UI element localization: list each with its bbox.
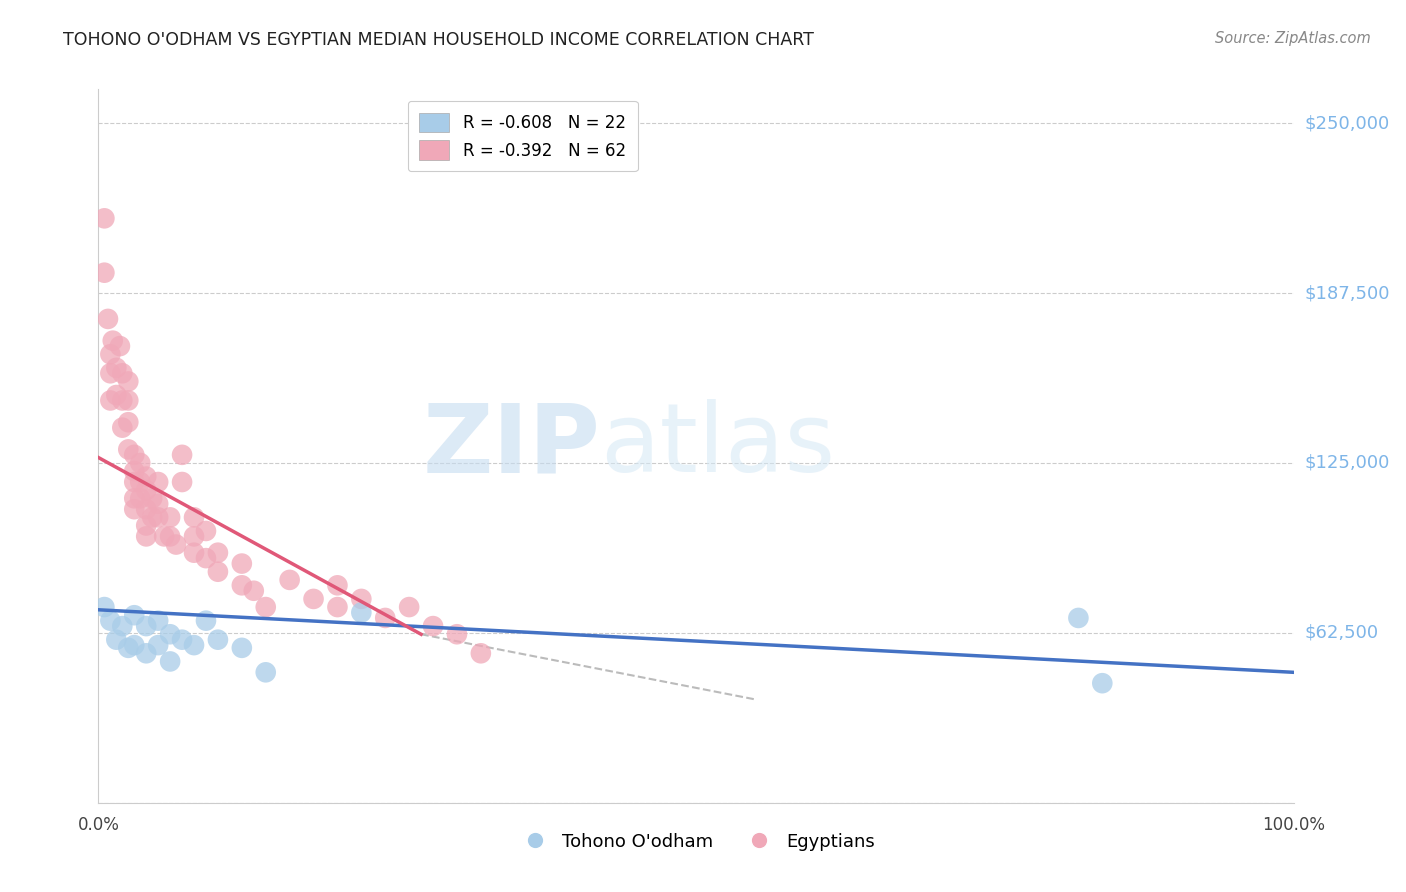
Text: ZIP: ZIP [422,400,600,492]
Point [183,510,205,524]
Point [326,578,349,592]
Point [117,442,139,457]
Point [172,448,194,462]
Point [1091,676,1114,690]
Point [101,334,124,348]
Point [350,591,373,606]
Point [153,529,176,543]
Point [195,614,218,628]
Point [135,529,157,543]
Point [111,393,134,408]
Point [231,578,253,592]
Point [98,347,122,361]
Point [135,469,157,483]
Point [1067,611,1090,625]
Text: Source: ZipAtlas.com: Source: ZipAtlas.com [1215,31,1371,46]
Point [302,591,325,606]
Point [111,366,134,380]
Point [350,606,373,620]
Text: $187,500: $187,500 [1305,284,1391,302]
Point [129,456,152,470]
Point [141,510,163,524]
Point [172,632,194,647]
Point [159,627,181,641]
Point [105,632,128,647]
Point [195,524,218,538]
Point [124,475,146,489]
Point [124,448,146,462]
Point [446,627,468,641]
Point [207,565,229,579]
Point [93,266,115,280]
Text: TOHONO O'ODHAM VS EGYPTIAN MEDIAN HOUSEHOLD INCOME CORRELATION CHART: TOHONO O'ODHAM VS EGYPTIAN MEDIAN HOUSEH… [63,31,814,49]
Point [135,483,157,498]
Point [111,619,134,633]
Point [111,420,134,434]
Point [135,518,157,533]
Text: $62,500: $62,500 [1305,624,1379,642]
Point [254,600,277,615]
Point [135,646,157,660]
Point [117,640,139,655]
Point [172,475,194,489]
Point [326,600,349,615]
Point [195,551,218,566]
Point [105,360,128,375]
Text: atlas: atlas [600,400,835,492]
Point [105,388,128,402]
Point [254,665,277,680]
Point [148,614,170,628]
Point [98,393,122,408]
Point [374,611,396,625]
Point [124,638,146,652]
Point [470,646,492,660]
Point [183,529,205,543]
Legend: Tohono O'odham, Egyptians: Tohono O'odham, Egyptians [510,826,882,858]
Point [124,608,146,623]
Point [231,640,253,655]
Point [93,211,115,226]
Point [159,529,181,543]
Point [148,497,170,511]
Point [124,464,146,478]
Text: $125,000: $125,000 [1305,454,1391,472]
Point [124,491,146,506]
Point [117,393,139,408]
Point [117,415,139,429]
Point [183,638,205,652]
Point [98,614,122,628]
Point [108,339,131,353]
Point [129,475,152,489]
Point [97,312,120,326]
Point [141,491,163,506]
Point [148,510,170,524]
Point [124,502,146,516]
Point [278,573,301,587]
Point [93,600,115,615]
Text: $250,000: $250,000 [1305,114,1391,132]
Point [98,366,122,380]
Point [422,619,444,633]
Point [135,619,157,633]
Point [183,546,205,560]
Point [129,491,152,506]
Point [148,475,170,489]
Point [243,583,266,598]
Point [135,502,157,516]
Point [207,546,229,560]
Point [159,510,181,524]
Point [117,375,139,389]
Point [207,632,229,647]
Point [165,537,187,551]
Point [398,600,420,615]
Point [148,638,170,652]
Point [231,557,253,571]
Point [159,655,181,669]
